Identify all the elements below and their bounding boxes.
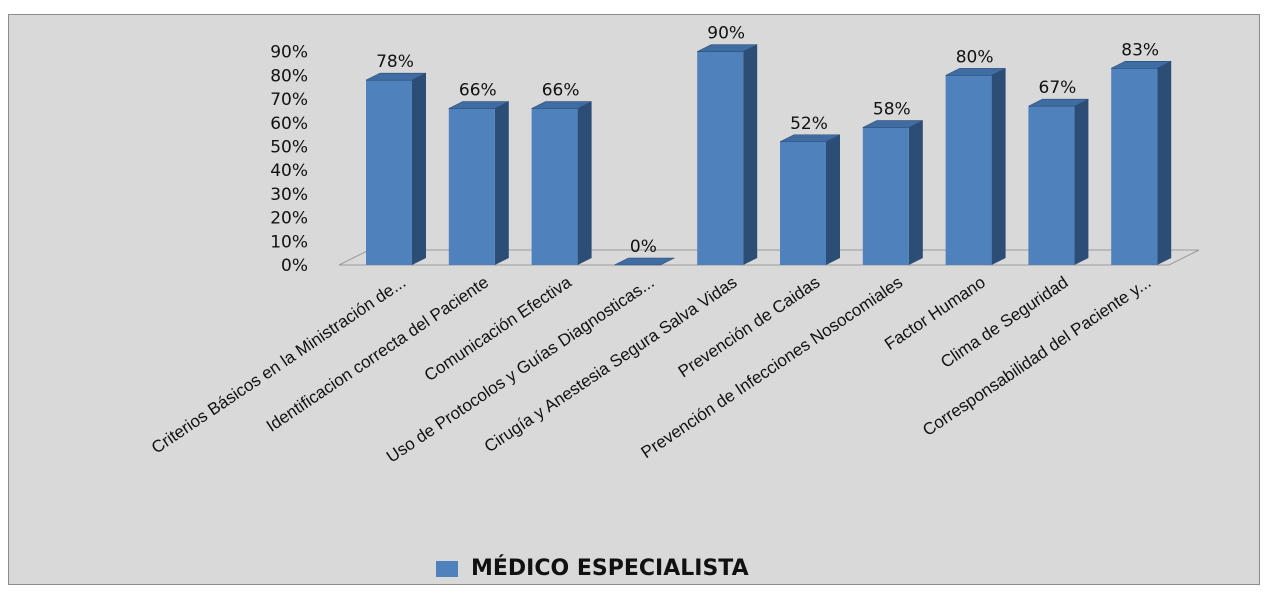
y-tick-label: 60% (270, 114, 308, 134)
data-label: 67% (1039, 78, 1077, 98)
y-tick-label: 0% (281, 256, 308, 276)
bar (1028, 106, 1075, 266)
x-axis-labels: Criterios Básicos en la Ministración de.… (148, 272, 1154, 466)
bar-side (1157, 61, 1172, 265)
legend-label: MÉDICO ESPECIALISTA (471, 555, 749, 581)
data-label: 66% (459, 81, 497, 101)
bar-top (365, 72, 427, 81)
bar-side (577, 101, 592, 265)
bar (1111, 68, 1158, 265)
data-label: 58% (873, 100, 911, 120)
bar-top (945, 68, 1006, 76)
bar-top (779, 134, 841, 143)
bar-side (494, 101, 509, 265)
data-label: 0% (630, 237, 657, 257)
bar-chart: 0% 10% 20% 30% 40% 50% 60% 70% 80% 90% 78% 66% 66% 0… (148, 24, 1200, 581)
y-axis: 0% 10% 20% 30% 40% 50% 60% 70% 80% 90% (270, 43, 308, 276)
data-label: 52% (790, 114, 828, 134)
chart-area: 0% 10% 20% 30% 40% 50% 60% 70% 80% 90% 78% 66% 66% 0… (8, 14, 1260, 585)
bar-side (991, 68, 1006, 266)
bar (366, 80, 412, 265)
bar-side (908, 120, 923, 265)
y-tick-label: 40% (270, 161, 308, 181)
bar-top (1111, 60, 1172, 69)
y-tick-label: 90% (270, 43, 308, 63)
bar-series (365, 44, 1172, 266)
y-tick-label: 20% (270, 209, 308, 229)
bar-top (697, 44, 758, 53)
bar-top (1028, 98, 1089, 107)
bar (531, 108, 578, 265)
data-label: 78% (376, 52, 414, 72)
x-tick-label: Prevención de Caidas (675, 273, 824, 382)
x-tick-label: Comunicación Efectiva (421, 272, 575, 385)
bar-top (531, 101, 592, 109)
bar-side (1074, 99, 1089, 266)
data-labels: 78% 66% 66% 0% 90% 52% 58% 80% 67% 83% (376, 24, 1159, 257)
bar-top (614, 257, 675, 266)
data-label: 80% (956, 47, 994, 67)
data-label: 66% (542, 81, 580, 101)
bar (862, 127, 909, 265)
y-tick-label: 30% (270, 185, 308, 205)
bar-top (448, 101, 509, 109)
bar (697, 51, 744, 266)
data-label: 83% (1121, 40, 1159, 60)
bar (780, 141, 826, 265)
legend: MÉDICO ESPECIALISTA (436, 555, 749, 581)
bar-side (826, 134, 840, 265)
bar-side (412, 73, 426, 265)
y-tick-label: 80% (270, 66, 308, 86)
bar (945, 75, 992, 266)
bar-side (743, 44, 758, 266)
legend-swatch (436, 561, 458, 577)
bar-top (862, 120, 923, 128)
y-tick-label: 10% (270, 232, 308, 252)
data-label: 90% (707, 24, 745, 44)
bar (448, 108, 495, 265)
y-tick-label: 70% (270, 90, 308, 110)
y-tick-label: 50% (270, 138, 308, 158)
